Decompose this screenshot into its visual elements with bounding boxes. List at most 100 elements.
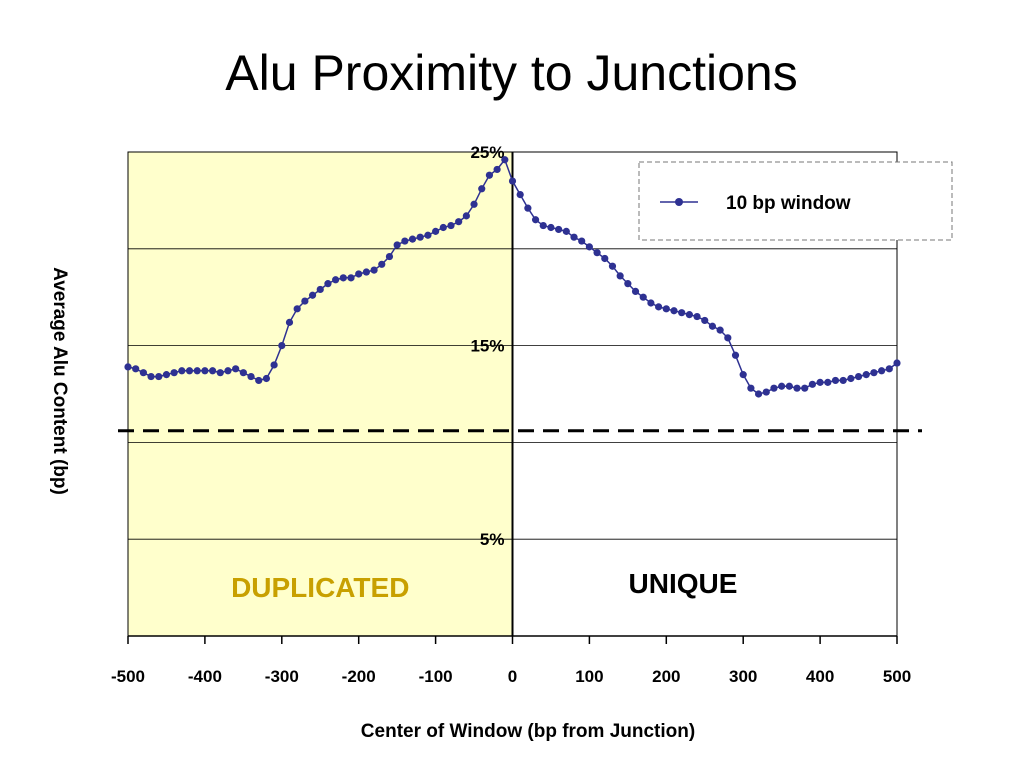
data-point bbox=[678, 309, 686, 317]
data-point bbox=[185, 367, 194, 375]
data-point bbox=[508, 177, 517, 185]
data-point bbox=[754, 390, 763, 398]
series-10bp-window bbox=[124, 156, 901, 398]
data-point bbox=[447, 221, 455, 230]
y-tick-label: 15% bbox=[470, 337, 504, 356]
data-point bbox=[578, 237, 586, 245]
duplicated-region-background bbox=[128, 152, 513, 636]
legend: 10 bp window bbox=[638, 161, 953, 241]
data-point bbox=[862, 371, 870, 379]
data-point bbox=[416, 233, 424, 241]
data-point bbox=[870, 369, 878, 377]
data-point bbox=[224, 367, 232, 375]
x-tick-label: 300 bbox=[729, 667, 757, 686]
data-point bbox=[770, 384, 778, 392]
region-label-duplicated: DUPLICATED bbox=[231, 572, 409, 603]
data-point bbox=[824, 378, 832, 386]
data-point bbox=[662, 305, 670, 313]
data-point bbox=[339, 274, 347, 282]
data-point bbox=[124, 363, 132, 371]
data-point bbox=[793, 384, 801, 392]
x-tick-label: 0 bbox=[508, 667, 517, 686]
data-point bbox=[724, 334, 732, 342]
data-point bbox=[585, 243, 594, 251]
data-point bbox=[670, 307, 678, 315]
data-point bbox=[562, 227, 570, 235]
data-point bbox=[355, 270, 363, 278]
data-point bbox=[778, 382, 786, 390]
data-point bbox=[708, 322, 717, 330]
data-point bbox=[216, 369, 224, 377]
legend-series-marker bbox=[675, 198, 683, 206]
data-point bbox=[170, 369, 178, 377]
data-point bbox=[239, 369, 247, 377]
x-tick-label: -400 bbox=[188, 667, 222, 686]
x-axis-title: Center of Window (bp from Junction) bbox=[361, 721, 695, 742]
data-point bbox=[285, 318, 294, 326]
data-point bbox=[731, 351, 740, 359]
data-point bbox=[332, 276, 340, 284]
y-axis-title: Average Alu Content (bp) bbox=[49, 267, 70, 495]
data-point bbox=[255, 376, 263, 385]
data-point bbox=[639, 293, 647, 301]
data-point bbox=[232, 365, 240, 373]
data-point bbox=[878, 367, 886, 375]
data-point bbox=[270, 361, 278, 369]
data-point bbox=[501, 156, 509, 164]
data-point bbox=[247, 372, 255, 381]
data-point bbox=[178, 367, 186, 375]
legend-box bbox=[638, 161, 953, 241]
page-title: Alu Proximity to Junctions bbox=[225, 45, 798, 101]
data-point bbox=[316, 285, 324, 294]
data-point bbox=[808, 380, 817, 388]
data-point bbox=[201, 367, 209, 375]
data-point bbox=[347, 274, 355, 282]
data-point bbox=[385, 252, 394, 261]
data-point bbox=[393, 241, 401, 249]
data-point bbox=[362, 268, 370, 276]
data-point bbox=[816, 378, 824, 386]
data-point bbox=[685, 311, 693, 319]
data-point bbox=[739, 371, 747, 379]
data-point bbox=[324, 280, 332, 288]
x-tick-label: 500 bbox=[883, 667, 911, 686]
data-point bbox=[485, 171, 494, 179]
x-tick-label: 400 bbox=[806, 667, 834, 686]
data-point bbox=[831, 376, 840, 385]
data-point bbox=[716, 326, 724, 334]
data-point bbox=[401, 237, 409, 245]
data-point bbox=[854, 372, 863, 381]
data-point bbox=[885, 365, 893, 373]
data-point bbox=[608, 262, 617, 270]
data-point bbox=[132, 365, 140, 373]
data-point bbox=[478, 185, 486, 193]
data-point bbox=[293, 305, 301, 313]
x-tick-label: -200 bbox=[342, 667, 376, 686]
data-point bbox=[278, 342, 286, 350]
data-point bbox=[624, 280, 632, 288]
data-point bbox=[462, 212, 470, 220]
data-point bbox=[655, 303, 663, 311]
data-point bbox=[647, 299, 655, 307]
data-point bbox=[893, 359, 901, 367]
data-point bbox=[455, 218, 463, 226]
data-point bbox=[424, 231, 432, 239]
data-point bbox=[631, 287, 640, 295]
x-tick-label: -100 bbox=[419, 667, 453, 686]
data-point bbox=[516, 190, 524, 199]
data-point bbox=[762, 388, 770, 396]
data-point bbox=[801, 384, 809, 392]
data-point bbox=[593, 249, 601, 257]
data-point bbox=[701, 316, 709, 325]
data-point bbox=[301, 297, 309, 305]
data-point bbox=[839, 376, 847, 385]
x-axis-ticks: -500 -400 -300 -200 -100 0 100 200 300 400 500 bbox=[111, 636, 911, 686]
data-point bbox=[208, 367, 217, 375]
y-axis-tick-labels: 25% 15% 5% bbox=[470, 143, 504, 549]
x-tick-label: -500 bbox=[111, 667, 145, 686]
data-point bbox=[547, 223, 555, 232]
data-point bbox=[555, 225, 563, 234]
y-tick-label: 5% bbox=[480, 530, 505, 549]
data-point bbox=[493, 165, 501, 174]
